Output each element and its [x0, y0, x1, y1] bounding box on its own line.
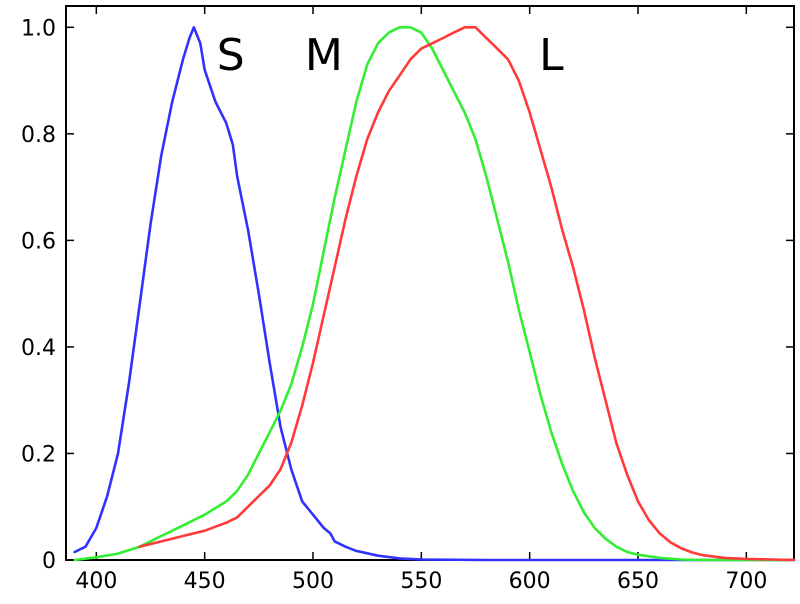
y-tick-label: 0.2: [21, 442, 56, 467]
x-tick-label: 450: [184, 569, 226, 594]
x-tick-label: 650: [617, 569, 659, 594]
y-tick-label: 0.4: [21, 336, 56, 361]
y-axis: 0 0.2 0.4 0.6 0.8 1.0: [21, 16, 794, 574]
y-tick-label: 1.0: [21, 16, 56, 41]
y-tick-label: 0: [42, 549, 56, 574]
x-tick-label: 600: [509, 569, 551, 594]
curve-label-s: S: [217, 30, 245, 81]
series-line-m-cone: [73, 26, 796, 562]
x-tick-label: 500: [292, 569, 334, 594]
x-tick-label: 700: [725, 569, 767, 594]
x-axis: 400 450 500 550 600 650 700: [75, 6, 767, 594]
curve-label-m: M: [305, 30, 343, 81]
series-layer: [73, 26, 796, 562]
y-tick-label: 0.8: [21, 123, 56, 148]
x-tick-label: 550: [400, 569, 442, 594]
plot-area: 400 450 500 550 600 650 700 0 0.2 0.4 0.6 0.8 1.0 S…: [21, 5, 796, 594]
x-tick-label: 400: [75, 569, 117, 594]
series-line-s-cone: [73, 26, 796, 562]
curve-label-l: L: [539, 30, 564, 81]
series-line-l-cone: [138, 26, 796, 562]
y-tick-label: 0.6: [21, 229, 56, 254]
